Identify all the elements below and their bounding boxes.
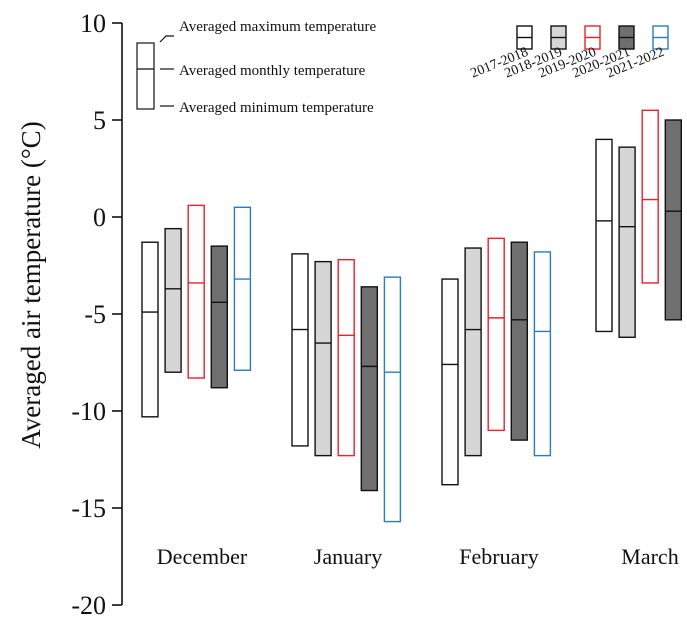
box-2018-2019-March bbox=[618, 146, 636, 338]
box-2019-2020-December bbox=[187, 204, 205, 379]
key-max-label: Averaged maximum temperature bbox=[179, 19, 376, 35]
category-label: February bbox=[459, 544, 538, 569]
box-2017-2018-December bbox=[141, 241, 159, 418]
box-2020-2021-December bbox=[210, 245, 229, 389]
box-2017-2018-February bbox=[441, 278, 459, 486]
category-label: March bbox=[621, 544, 678, 569]
box-2018-2019-December bbox=[164, 227, 182, 373]
box-2018-2019-January bbox=[314, 260, 332, 457]
box-2019-2020-February bbox=[487, 237, 505, 432]
box-2020-2021-February bbox=[510, 241, 528, 441]
box-2020-2021-January bbox=[360, 286, 378, 492]
box-2019-2020-January bbox=[337, 258, 355, 457]
y-tick-label: -20 bbox=[71, 591, 106, 620]
box-2020-2021-March bbox=[664, 119, 682, 321]
key-max-pointer bbox=[159, 35, 174, 43]
box-2018-2019-February bbox=[464, 247, 482, 457]
box-2021-2022-January bbox=[383, 276, 402, 523]
box-2019-2020-March bbox=[641, 109, 659, 284]
box-series bbox=[141, 109, 682, 523]
category-label: December bbox=[157, 544, 248, 569]
box-2017-2018-January bbox=[291, 253, 309, 447]
key-min-label: Averaged minimum temperature bbox=[179, 100, 374, 116]
category-label: January bbox=[314, 544, 382, 569]
y-axis-title: Averaged air temperature (°C) bbox=[16, 121, 46, 448]
key-box bbox=[136, 42, 155, 110]
box-2021-2022-February bbox=[533, 251, 552, 457]
y-tick-label: -10 bbox=[71, 397, 106, 426]
y-tick-label: 5 bbox=[93, 106, 106, 135]
y-tick-label: 10 bbox=[80, 9, 106, 38]
y-tick-label: -15 bbox=[71, 494, 106, 523]
category-labels: December January February March bbox=[157, 544, 679, 569]
legend: 2017-20182018-20192019-20202020-20212021… bbox=[469, 25, 669, 81]
y-tick-label: -5 bbox=[84, 300, 106, 329]
box-2021-2022-December bbox=[233, 206, 252, 371]
y-axis-ticks: 10 5 0 -5 -10 -15 -20 bbox=[71, 9, 122, 620]
box-2017-2018-March bbox=[595, 138, 613, 333]
key-mean-label: Averaged monthly temperature bbox=[179, 63, 366, 79]
box-key: Averaged maximum temperature Averaged mo… bbox=[136, 19, 376, 116]
y-tick-label: 0 bbox=[93, 203, 106, 232]
